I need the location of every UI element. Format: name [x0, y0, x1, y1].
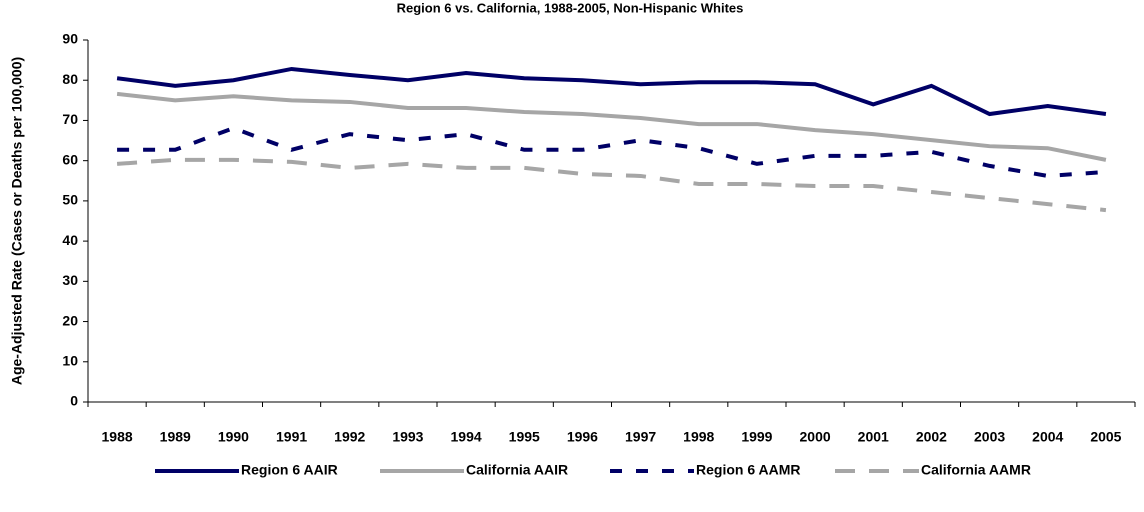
x-tick-label: 1992 [334, 429, 365, 445]
y-tick-label: 80 [62, 71, 78, 87]
x-tick-label: 1995 [509, 429, 540, 445]
x-tick-label: 1998 [683, 429, 714, 445]
x-tick-label: 2002 [916, 429, 947, 445]
x-tick-label: 2005 [1090, 429, 1121, 445]
legend-label: Region 6 AAIR [241, 462, 338, 478]
legend-label: California AAMR [921, 462, 1031, 478]
x-tick-label: 1996 [567, 429, 598, 445]
x-tick-label: 1989 [160, 429, 191, 445]
y-tick-label: 40 [62, 232, 78, 248]
y-tick-label: 0 [70, 393, 78, 409]
y-axis-label: Age-Adjusted Rate (Cases or Deaths per 1… [9, 57, 25, 385]
x-tick-label: 2004 [1032, 429, 1063, 445]
legend-label: California AAIR [466, 462, 568, 478]
x-tick-label: 2000 [800, 429, 831, 445]
x-tick-label: 2003 [974, 429, 1005, 445]
y-tick-label: 90 [62, 31, 78, 47]
y-tick-label: 60 [62, 151, 78, 167]
y-tick-label: 50 [62, 192, 78, 208]
x-tick-label: 1999 [741, 429, 772, 445]
series-line [116, 66, 1107, 117]
chart-title: Region 6 vs. California, 1988-2005, Non-… [397, 0, 744, 15]
x-tick-label: 1994 [451, 429, 482, 445]
legend-label: Region 6 AAMR [696, 462, 800, 478]
x-tick-label: 2001 [858, 429, 889, 445]
y-tick-label: 10 [62, 352, 78, 368]
series-line [116, 91, 1107, 162]
y-tick-label: 70 [62, 111, 78, 127]
series-line [116, 157, 1107, 213]
x-tick-label: 1988 [102, 429, 133, 445]
y-tick-label: 30 [62, 272, 78, 288]
x-tick-label: 1993 [392, 429, 423, 445]
x-tick-label: 1991 [276, 429, 307, 445]
x-tick-label: 1997 [625, 429, 656, 445]
y-tick-label: 20 [62, 312, 78, 328]
x-tick-label: 1990 [218, 429, 249, 445]
series-line [117, 125, 1107, 178]
